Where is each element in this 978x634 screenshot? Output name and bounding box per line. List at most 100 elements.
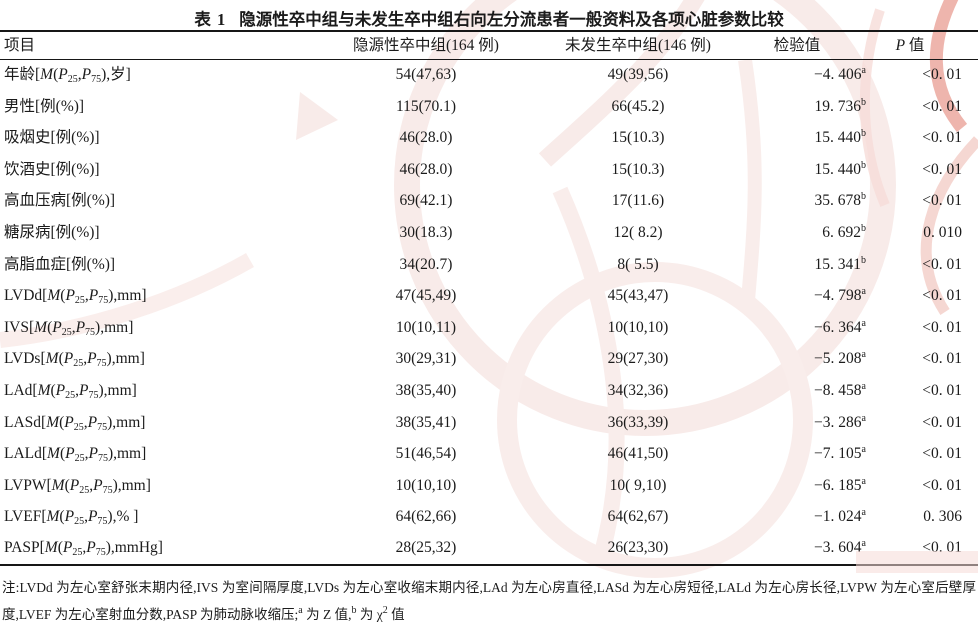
cell-item-label: LVDs[M(P25,P75),mm] xyxy=(4,350,145,370)
cell-nonstroke-group: 15(10.3) xyxy=(611,160,665,178)
cell-stroke-group: 38(35,41) xyxy=(395,413,457,431)
cell-item-label: LAd[M(P25,P75),mm] xyxy=(4,381,137,401)
cell-test-statistic: −6. 364a xyxy=(814,317,866,336)
column-header-1: 项目 xyxy=(4,36,36,54)
cell-test-statistic: −8. 458a xyxy=(814,380,866,399)
table-row: LVDd[M(P25,P75),mm] 47(45,49) 45(43,47) −4.… xyxy=(0,280,978,312)
cell-p-value: 0. 306 xyxy=(923,508,962,526)
cell-nonstroke-group: 17(11.6) xyxy=(611,192,665,210)
table-row: LVDs[M(P25,P75),mm] 30(29,31) 29(27,30) −5.… xyxy=(0,343,978,375)
cell-nonstroke-group: 45(43,47) xyxy=(607,287,669,305)
cell-nonstroke-group: 36(33,39) xyxy=(607,413,669,431)
cell-test-statistic: −5. 208a xyxy=(814,349,866,368)
table-title-text: 隐源性卒中组与未发生卒中组右向左分流患者一般资料及各项心脏参数比较 xyxy=(239,10,784,29)
cell-item-label: 糖尿病[例(%)] xyxy=(4,224,100,242)
cell-test-statistic: −4. 798a xyxy=(814,286,866,305)
cell-nonstroke-group: 26(23,30) xyxy=(607,539,669,557)
cell-p-value: <0. 01 xyxy=(922,350,962,368)
table-header-row: 项目 隐源性卒中组(164 例) 未发生卒中组(146 例) 检验值 P 值 xyxy=(0,31,978,59)
table-footnote: 注:LVDd 为左心室舒张末期内径,IVS 为室间隔厚度,LVDs 为左心室收缩… xyxy=(2,579,976,622)
cell-p-value: <0. 01 xyxy=(922,97,962,115)
cell-item-label: 年龄[M(P25,P75),岁] xyxy=(4,66,131,86)
cell-item-label: 饮酒史[例(%)] xyxy=(4,160,100,178)
table-row: PASP[M(P25,P75),mmHg] 28(25,32) 26(23,30) −… xyxy=(0,533,978,565)
cell-nonstroke-group: 49(39,56) xyxy=(607,66,669,84)
cell-p-value: <0. 01 xyxy=(922,381,962,399)
cell-stroke-group: 64(62,66) xyxy=(395,508,457,526)
cell-test-statistic: −6. 185a xyxy=(814,475,866,494)
cell-item-label: LALd[M(P25,P75),mm] xyxy=(4,445,147,465)
column-header-2: 隐源性卒中组(164 例) xyxy=(353,36,499,54)
cell-test-statistic: 15. 341b xyxy=(814,254,867,273)
cell-stroke-group: 34(20.7) xyxy=(399,255,453,273)
cell-test-statistic: 35. 678b xyxy=(814,191,867,210)
cell-nonstroke-group: 34(32,36) xyxy=(607,381,669,399)
cell-p-value: <0. 01 xyxy=(922,66,962,84)
cell-p-value: <0. 01 xyxy=(922,287,962,305)
table-row: 饮酒史[例(%)] 46(28.0) 15(10.3) 15. 440b <0. 01 xyxy=(0,154,978,186)
table-row: LASd[M(P25,P75),mm] 38(35,41) 36(33,39) −3.… xyxy=(0,407,978,439)
cell-stroke-group: 30(29,31) xyxy=(395,350,457,368)
cell-item-label: 男性[例(%)] xyxy=(4,97,85,115)
cell-item-label: LVDd[M(P25,P75),mm] xyxy=(4,287,147,307)
cell-nonstroke-group: 10(10,10) xyxy=(607,318,669,336)
cell-stroke-group: 47(45,49) xyxy=(395,287,457,305)
cell-test-statistic: −3. 604a xyxy=(814,538,866,557)
cell-nonstroke-group: 15(10.3) xyxy=(611,129,665,147)
cell-p-value: <0. 01 xyxy=(922,129,962,147)
cell-item-label: IVS[M(P25,P75),mm] xyxy=(4,318,134,338)
table-row: 糖尿病[例(%)] 30(18.3) 12( 8.2) 6. 692b 0. 010 xyxy=(0,217,978,249)
cell-test-statistic: 15. 440b xyxy=(814,128,867,147)
table-number: 表 1 xyxy=(194,10,227,29)
cell-test-statistic: −7. 105a xyxy=(814,444,866,463)
cell-p-value: <0. 01 xyxy=(922,413,962,431)
cell-stroke-group: 10(10,11) xyxy=(395,318,457,336)
cell-stroke-group: 69(42.1) xyxy=(399,192,453,210)
cell-item-label: LVEF[M(P25,P75),% ] xyxy=(4,508,139,528)
cell-nonstroke-group: 64(62,67) xyxy=(607,508,669,526)
cell-item-label: 高脂血症[例(%)] xyxy=(4,255,116,273)
cell-item-label: 高血压病[例(%)] xyxy=(4,192,116,210)
table-row: 年龄[M(P25,P75),岁] 54(47,63) 49(39,56) −4. 40… xyxy=(0,59,978,91)
cell-test-statistic: −4. 406a xyxy=(814,65,866,84)
cell-p-value: <0. 01 xyxy=(922,445,962,463)
cell-test-statistic: 15. 440b xyxy=(814,159,867,178)
cell-item-label: PASP[M(P25,P75),mmHg] xyxy=(4,539,163,559)
table-row: 高血压病[例(%)] 69(42.1) 17(11.6) 35. 678b <0. 01 xyxy=(0,185,978,217)
cell-p-value: <0. 01 xyxy=(922,160,962,178)
table-row: LALd[M(P25,P75),mm] 51(46,54) 46(41,50) −7.… xyxy=(0,438,978,470)
cell-p-value: 0. 010 xyxy=(923,224,962,242)
comparison-table: 项目 隐源性卒中组(164 例) 未发生卒中组(146 例) 检验值 P 值 年龄[M(… xyxy=(0,30,978,566)
cell-p-value: <0. 01 xyxy=(922,476,962,494)
column-header-4: 检验值 xyxy=(773,36,821,54)
cell-test-statistic: −3. 286a xyxy=(814,412,866,431)
table-row: 吸烟史[例(%)] 46(28.0) 15(10.3) 15. 440b <0. 01 xyxy=(0,122,978,154)
cell-p-value: <0. 01 xyxy=(922,192,962,210)
cell-item-label: 吸烟史[例(%)] xyxy=(4,129,100,147)
cell-nonstroke-group: 66(45.2) xyxy=(611,97,665,115)
cell-nonstroke-group: 12( 8.2) xyxy=(613,224,663,242)
table-row: IVS[M(P25,P75),mm] 10(10,11) 10(10,10) −6. … xyxy=(0,312,978,344)
cell-stroke-group: 30(18.3) xyxy=(399,224,453,242)
cell-stroke-group: 10(10,10) xyxy=(395,476,457,494)
cell-test-statistic: 19. 736b xyxy=(814,96,867,115)
table-row: 男性[例(%)] 115(70.1) 66(45.2) 19. 736b <0. 01 xyxy=(0,91,978,123)
cell-stroke-group: 28(25,32) xyxy=(395,539,457,557)
cell-test-statistic: −1. 024a xyxy=(814,507,866,526)
table-row: LVPW[M(P25,P75),mm] 10(10,10) 10( 9,10) −6.… xyxy=(0,470,978,502)
cell-test-statistic: 6. 692b xyxy=(822,223,866,242)
cell-nonstroke-group: 29(27,30) xyxy=(607,350,669,368)
column-header-3: 未发生卒中组(146 例) xyxy=(565,36,711,54)
cell-p-value: <0. 01 xyxy=(922,318,962,336)
table-row: LVEF[M(P25,P75),% ] 64(62,66) 64(62,67) −1.… xyxy=(0,501,978,533)
cell-p-value: <0. 01 xyxy=(922,255,962,273)
table-row: LAd[M(P25,P75),mm] 38(35,40) 34(32,36) −8. … xyxy=(0,375,978,407)
cell-stroke-group: 46(28.0) xyxy=(399,160,453,178)
cell-stroke-group: 46(28.0) xyxy=(399,129,453,147)
table-title: 表 1 隐源性卒中组与未发生卒中组右向左分流患者一般资料及各项心脏参数比较 xyxy=(0,0,978,29)
cell-item-label: LASd[M(P25,P75),mm] xyxy=(4,413,146,433)
cell-nonstroke-group: 8( 5.5) xyxy=(617,255,659,273)
cell-stroke-group: 54(47,63) xyxy=(395,66,457,84)
cell-nonstroke-group: 46(41,50) xyxy=(607,445,669,463)
